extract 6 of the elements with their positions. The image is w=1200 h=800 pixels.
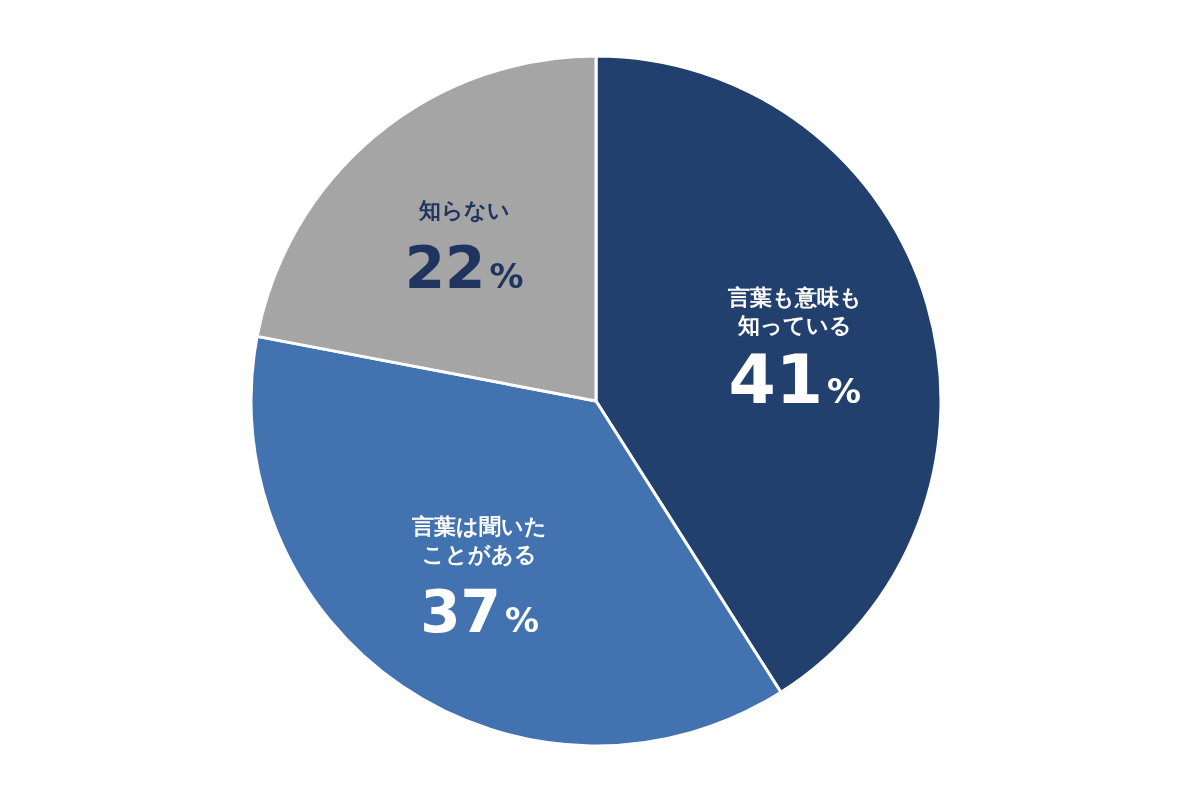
data-label: 22% [404,233,524,302]
slice-label: 知らない [417,197,510,223]
slice-label: 言葉も意味も知っている [726,285,862,339]
data-label: 37% [420,578,540,647]
data-label: 41% [728,340,862,420]
slice-label: 言葉は聞いたことがある [411,514,548,568]
